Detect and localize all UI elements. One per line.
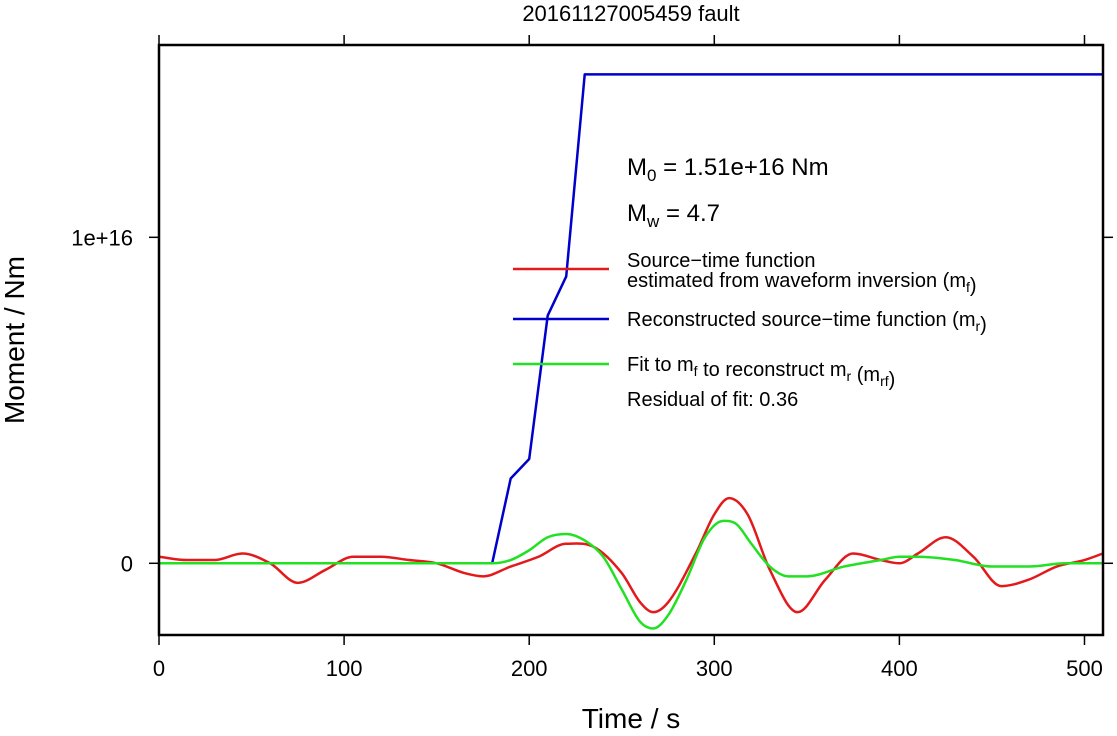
legend-label: Source−time function [627, 250, 815, 272]
x-tick-label: 500 [1066, 656, 1103, 681]
x-tick-label: 300 [696, 656, 733, 681]
legend-label: Fit to mf to reconstruct mr (mrf) [627, 354, 895, 391]
x-axis-title: Time / s [582, 703, 681, 734]
axis-ticks [149, 35, 1113, 645]
residual-of-fit-label: Residual of fit: 0.36 [627, 389, 798, 411]
legend-label: Reconstructed source−time function (mr) [627, 309, 987, 336]
seismic-moment-label: M0 = 1.51e+16 Nm [627, 154, 829, 185]
x-tick-label: 100 [326, 656, 363, 681]
x-tick-label: 200 [511, 656, 548, 681]
series-estimated-stf [158, 496, 1104, 614]
y-tick-label: 0 [121, 551, 133, 576]
chart-title: 20161127005459 fault [522, 1, 739, 26]
tick-labels: 0 100 200 300 400 500 0 1e+16 [71, 225, 1103, 681]
x-tick-label: 400 [881, 656, 918, 681]
y-tick-label: 1e+16 [71, 225, 133, 250]
moment-magnitude-label: Mw = 4.7 [627, 200, 720, 231]
y-axis-title: Moment / Nm [0, 256, 30, 424]
series-layer [158, 73, 1104, 630]
legend-label: estimated from waveform inversion (mf) [627, 270, 977, 297]
series-fit-rf [159, 519, 1103, 630]
series-reconstructed-stf [159, 73, 1103, 565]
x-tick-label: 0 [153, 656, 165, 681]
plot-frame [157, 43, 1105, 637]
